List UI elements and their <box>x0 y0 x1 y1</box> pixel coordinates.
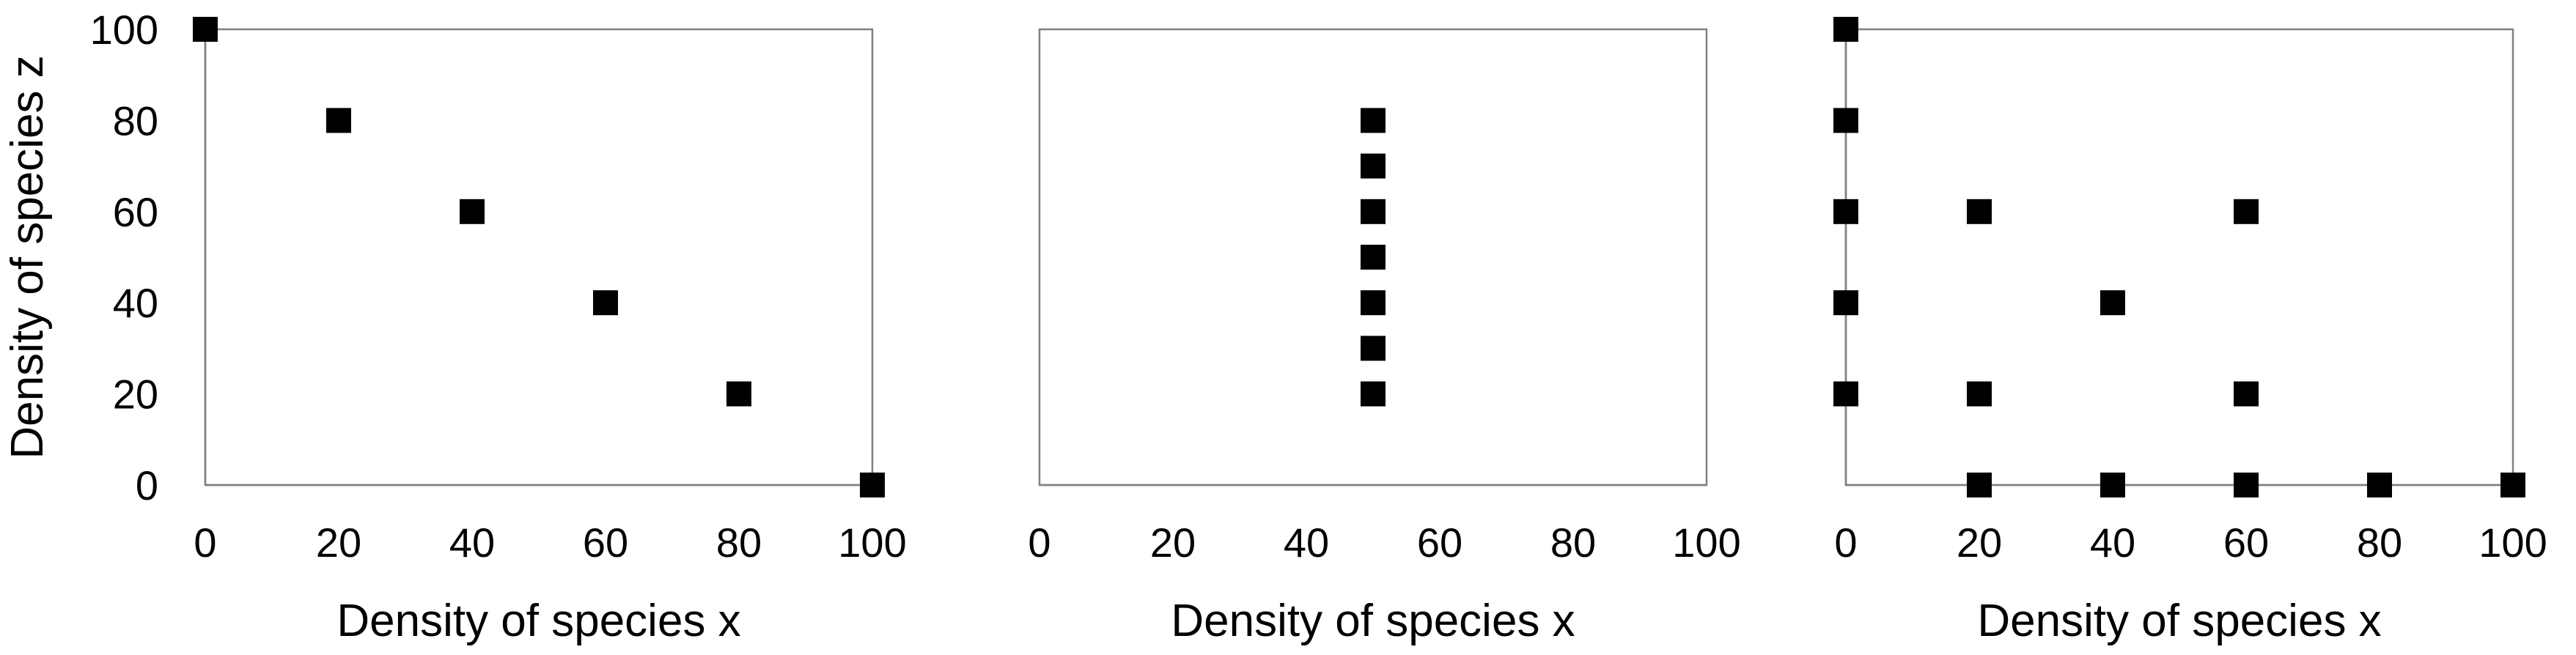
y-tick-labels: 0 20 40 60 80 100 <box>90 7 158 508</box>
panel-middle: 0 20 40 60 80 100 Density of species x <box>1028 28 1741 646</box>
data-point <box>326 108 351 133</box>
data-point <box>1967 473 1992 497</box>
x-tick-label: 60 <box>1417 519 1462 566</box>
data-point <box>726 381 751 407</box>
data-point <box>1361 108 1385 133</box>
data-point <box>193 17 218 42</box>
x-tick-label: 60 <box>583 519 628 566</box>
y-axis-title: Density of species z <box>2 55 53 459</box>
panel-right: 0 20 40 60 80 100 Density of species x <box>1833 17 2547 646</box>
x-tick-label: 40 <box>449 519 495 566</box>
data-point <box>2234 473 2259 497</box>
data-point <box>1361 336 1385 361</box>
panel-left: 0 20 40 60 80 100 0 20 40 60 80 100 Density of spe… <box>2 7 907 646</box>
data-point <box>1967 381 1992 407</box>
y-tick-label: 0 <box>136 462 158 508</box>
y-tick-label: 80 <box>113 97 158 144</box>
data-point <box>1833 108 1858 133</box>
x-tick-label: 60 <box>2223 519 2269 566</box>
plot-frame <box>1844 28 2514 486</box>
x-axis-title: Density of species x <box>336 596 740 646</box>
data-point <box>2100 473 2125 497</box>
y-tick-label: 40 <box>113 280 158 326</box>
data-point <box>1361 199 1385 224</box>
data-point <box>1361 153 1385 179</box>
data-point <box>1361 381 1385 407</box>
x-tick-label: 100 <box>2479 519 2547 566</box>
x-tick-label: 0 <box>1028 519 1050 566</box>
data-point <box>2234 199 2259 224</box>
x-tick-label: 80 <box>716 519 762 566</box>
x-tick-label: 0 <box>194 519 216 566</box>
data-point <box>1361 290 1385 316</box>
x-tick-labels: 0 20 40 60 80 100 <box>1028 519 1740 566</box>
x-tick-labels: 0 20 40 60 80 100 <box>194 519 906 566</box>
data-point <box>593 290 618 316</box>
data-points <box>1361 108 1385 407</box>
x-tick-label: 80 <box>1550 519 1596 566</box>
x-tick-label: 40 <box>2090 519 2135 566</box>
x-tick-label: 20 <box>1150 519 1196 566</box>
plot-frame <box>204 28 874 486</box>
x-axis-title: Density of species x <box>1977 596 2381 646</box>
y-tick-label: 20 <box>113 371 158 418</box>
x-axis-title: Density of species x <box>1171 596 1575 646</box>
data-point <box>860 473 885 497</box>
x-tick-label: 100 <box>838 519 906 566</box>
data-point <box>1833 381 1858 407</box>
data-points <box>1833 17 2525 497</box>
data-point <box>460 199 485 224</box>
data-point <box>1833 290 1858 316</box>
x-tick-label: 0 <box>1834 519 1857 566</box>
x-tick-label: 40 <box>1284 519 1329 566</box>
data-point <box>1833 17 1858 42</box>
x-tick-label: 100 <box>1672 519 1740 566</box>
x-tick-label: 20 <box>1957 519 2002 566</box>
data-point <box>2367 473 2392 497</box>
x-tick-label: 80 <box>2357 519 2402 566</box>
data-point <box>2234 381 2259 407</box>
data-point <box>1361 245 1385 270</box>
data-point <box>2500 473 2525 497</box>
y-tick-label: 60 <box>113 189 158 235</box>
x-tick-label: 20 <box>316 519 361 566</box>
data-point <box>1833 199 1858 224</box>
y-tick-label: 100 <box>90 7 158 53</box>
data-points <box>193 17 885 497</box>
data-point <box>1967 199 1992 224</box>
data-point <box>2100 290 2125 316</box>
x-tick-labels: 0 20 40 60 80 100 <box>1834 519 2547 566</box>
